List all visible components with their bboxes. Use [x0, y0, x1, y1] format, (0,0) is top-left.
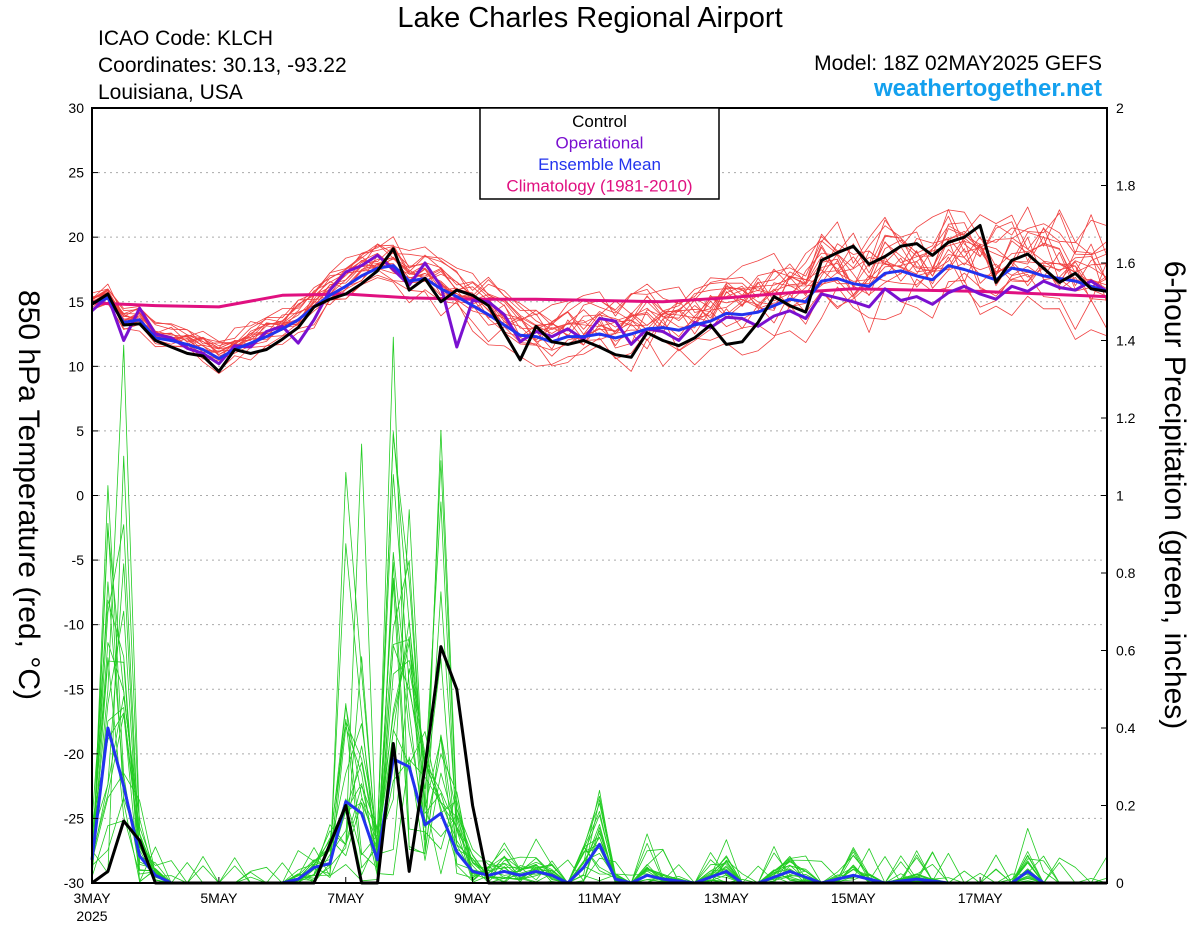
- temp-member-line: [91, 236, 1108, 350]
- left-tick-label: 0: [76, 488, 84, 504]
- left-tick-label: -5: [72, 552, 85, 568]
- ensemble-mean-temp-line: [91, 264, 1108, 361]
- temp-member-line: [91, 214, 1108, 345]
- left-tick-label: 15: [68, 294, 84, 310]
- right-tick-label: 1.4: [1116, 333, 1136, 349]
- left-tick-label: -15: [64, 681, 84, 697]
- left-tick-label: 10: [68, 358, 84, 374]
- precip-member-line: [91, 344, 1107, 884]
- precip-member-line: [91, 660, 1107, 884]
- operational-temp-line: [91, 253, 1108, 366]
- precip-member-line: [91, 443, 1108, 884]
- left-tick-label: 30: [68, 100, 84, 116]
- right-tick-label: 1.2: [1116, 410, 1136, 426]
- legend-item: Operational: [556, 134, 644, 153]
- left-tick-label: -10: [64, 617, 84, 633]
- control-temp-line: [91, 224, 1108, 373]
- precip-member-line: [91, 524, 1107, 884]
- right-tick-label: 1: [1116, 488, 1124, 504]
- precip-member-line: [91, 543, 1108, 884]
- right-tick-label: 1.8: [1116, 178, 1136, 194]
- grid-lines: [92, 172, 1107, 819]
- region-label: Louisiana, USA: [98, 81, 243, 104]
- legend-item: Climatology (1981-2010): [506, 177, 692, 196]
- precip-member-line: [91, 485, 1107, 884]
- temp-member-line: [91, 250, 1108, 361]
- right-axis-ticks: 0 0.2 0.4 0.6 0.8 1 1.2 1.4 1.6 1.8 2: [1101, 100, 1136, 891]
- legend: Control Operational Ensemble Mean Climatolo…: [479, 107, 720, 200]
- plot-frame: [91, 107, 1108, 884]
- precip-member-line: [91, 599, 1107, 884]
- site-link[interactable]: weathertogether.net: [873, 75, 1102, 102]
- precip-member-line: [91, 471, 1107, 884]
- left-tick-label: 20: [68, 229, 84, 245]
- temp-member-line: [91, 238, 1108, 361]
- x-year-label: 2025: [76, 908, 107, 924]
- legend-box: [479, 107, 720, 200]
- x-tick-label: 17MAY: [958, 890, 1004, 906]
- right-tick-label: 0.4: [1116, 720, 1136, 736]
- x-tick-label: 9MAY: [454, 890, 492, 906]
- series-lines: [90, 224, 1108, 885]
- coordinates: Coordinates: 30.13, -93.22: [98, 54, 347, 77]
- left-axis-ticks: -30 -25 -20 -15 -10 -5 0 5 10 15 20 25 30: [64, 100, 98, 891]
- temp-member-line: [91, 239, 1108, 356]
- x-tick-label: 15MAY: [831, 890, 877, 906]
- precip-members: [91, 336, 1108, 884]
- x-tick-label: 13MAY: [704, 890, 750, 906]
- x-tick-label: 7MAY: [327, 890, 365, 906]
- x-tick-label: 11MAY: [578, 890, 622, 906]
- right-tick-label: 0.8: [1116, 565, 1136, 581]
- right-tick-label: 0: [1116, 875, 1124, 891]
- x-axis-ticks: 3MAY 5MAY 7MAY 9MAY 11MAY 13MAY 15MAY 17MAY 2025: [73, 877, 1003, 924]
- ensemble-mean-precip-line: [90, 726, 1107, 885]
- right-tick-label: 0.2: [1116, 798, 1136, 814]
- left-tick-label: 25: [68, 165, 84, 181]
- temp-member-line: [91, 209, 1108, 349]
- temp-member-line: [91, 230, 1108, 349]
- x-tick-label: 3MAY: [73, 890, 111, 906]
- model-run-label: Model: 18Z 02MAY2025 GEFS: [814, 52, 1102, 75]
- right-tick-label: 2: [1116, 100, 1124, 116]
- right-tick-label: 0.6: [1116, 643, 1136, 659]
- precip-member-line: [91, 523, 1108, 884]
- legend-item: Control: [572, 112, 627, 131]
- left-tick-label: 5: [76, 423, 84, 439]
- legend-item: Ensemble Mean: [538, 155, 661, 174]
- precip-member-line: [91, 560, 1107, 884]
- precip-member-line: [91, 455, 1107, 884]
- left-tick-label: -20: [64, 746, 84, 762]
- climatology-line: [91, 287, 1108, 309]
- precip-member-line: [91, 460, 1107, 884]
- right-tick-label: 1.6: [1116, 255, 1136, 271]
- x-tick-label: 5MAY: [200, 890, 238, 906]
- left-tick-label: -30: [64, 875, 84, 891]
- left-tick-label: -25: [64, 810, 84, 826]
- chart-title: Lake Charles Regional Airport: [397, 2, 783, 34]
- precip-member-line: [91, 474, 1107, 884]
- icao-code: ICAO Code: KLCH: [98, 27, 274, 50]
- temp-member-line: [91, 215, 1108, 353]
